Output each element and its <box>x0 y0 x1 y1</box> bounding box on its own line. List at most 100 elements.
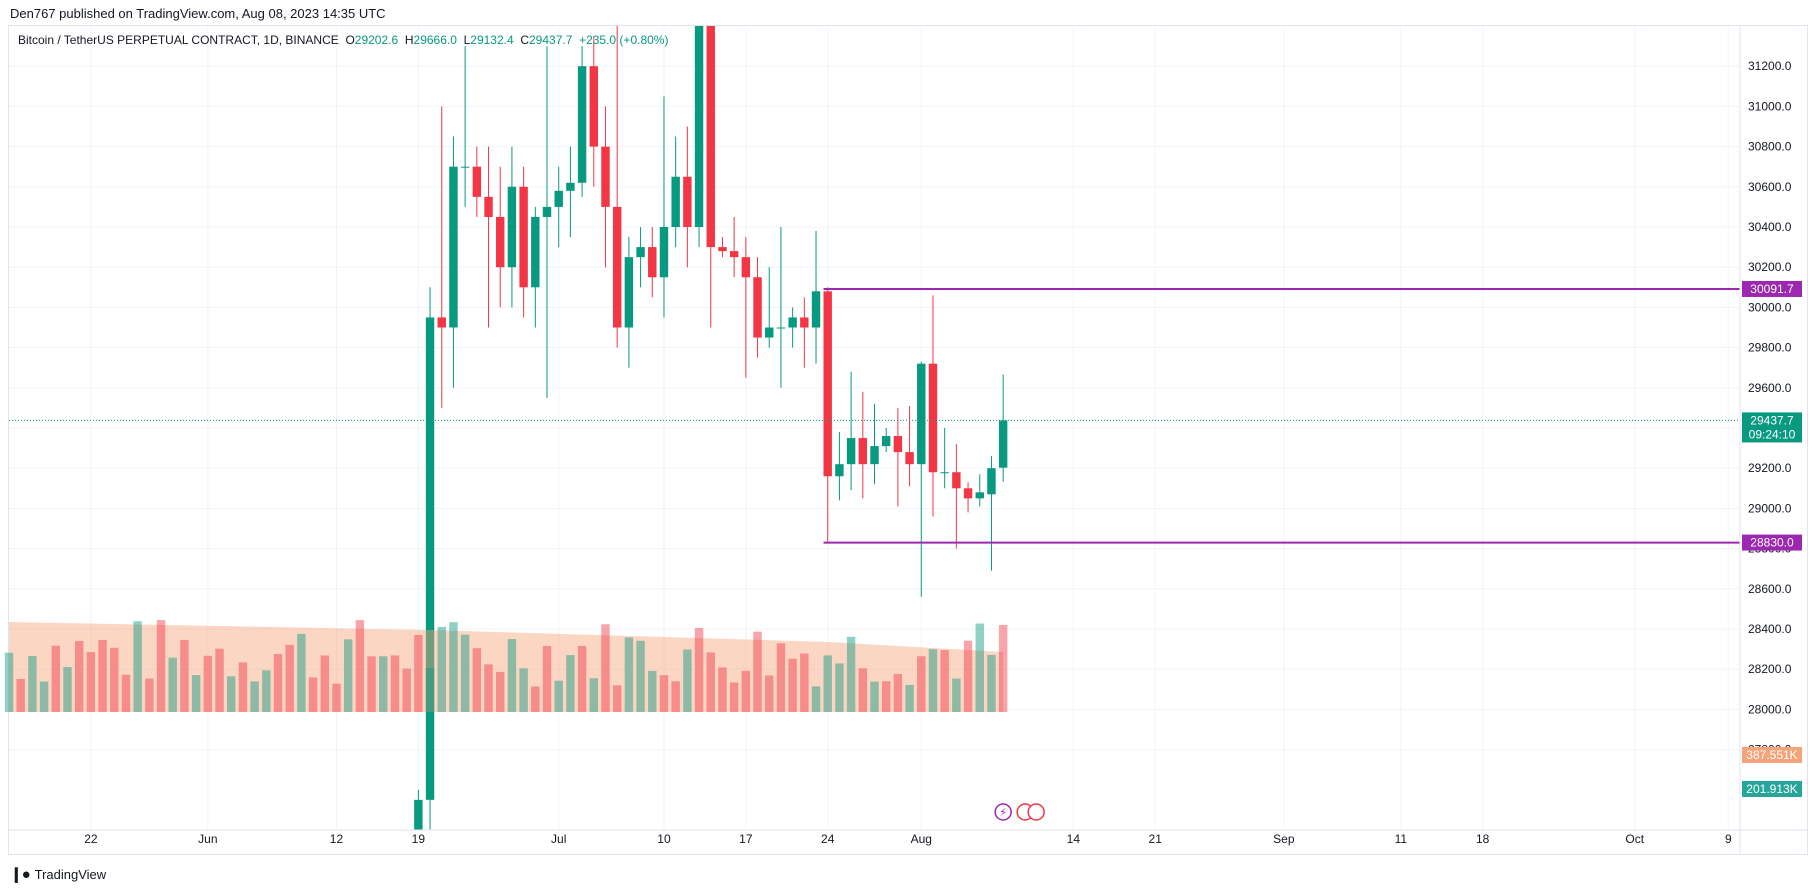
price-tick-label: 28600.0 <box>1748 582 1792 596</box>
time-tick-label: 12 <box>330 832 344 846</box>
history-body <box>484 196 493 217</box>
low-value: 29132.4 <box>470 33 514 47</box>
volume-bar <box>835 663 844 712</box>
close-value: 29437.7 <box>529 33 573 47</box>
volume-bar <box>343 639 353 712</box>
volume-bar <box>917 656 926 712</box>
volume-bar <box>788 658 797 712</box>
volume-bar <box>729 682 739 712</box>
axis-tags: 30091.7 28830.0 29437.709:24:10 387.551K 201… <box>1742 280 1802 797</box>
price-tick-label: 31000.0 <box>1748 99 1792 113</box>
volume-bar <box>636 640 645 712</box>
volume-bar <box>846 636 856 712</box>
volume-bar <box>683 649 692 712</box>
candle-body <box>870 446 879 465</box>
volume-bar <box>238 662 248 712</box>
volume-bar <box>180 639 189 712</box>
time-tick-label: Aug <box>911 832 932 846</box>
history-body <box>776 327 786 329</box>
volume-bar <box>800 653 809 712</box>
volume-bar <box>870 681 879 712</box>
candle-body <box>952 472 961 489</box>
volume-bar <box>612 685 622 712</box>
open-value: 29202.6 <box>354 33 399 47</box>
volume-bar <box>928 649 938 712</box>
history-body <box>437 317 446 328</box>
volume-bar <box>145 678 154 712</box>
last-price-tag-bg <box>1742 412 1802 443</box>
volume-bar <box>776 643 786 712</box>
time-tick-label: 9 <box>1725 832 1732 846</box>
volume-bar <box>414 634 423 712</box>
candle-body <box>917 363 926 465</box>
candle-body <box>940 472 949 474</box>
price-tick-label: 30200.0 <box>1748 260 1792 274</box>
volume-bar <box>227 676 236 712</box>
volume-bar <box>601 624 610 712</box>
close-label: C <box>520 33 529 47</box>
history-body <box>507 186 517 268</box>
volume-bar <box>273 654 283 712</box>
volume-last-tag-bg <box>1742 781 1802 797</box>
time-axis[interactable]: 22 Jun 12 19 Jul 10 17 24 Aug 14 21 Sep 11 18 Oct 9 <box>9 829 1808 846</box>
volume-bar <box>975 623 984 712</box>
time-tick-label: Sep <box>1273 832 1295 846</box>
time-tick-label: 10 <box>657 832 671 846</box>
volume-bar <box>86 652 96 712</box>
price-tick-label: 29800.0 <box>1748 341 1792 355</box>
volume-bar <box>63 667 72 712</box>
price-tick-label: 28400.0 <box>1748 622 1792 636</box>
candle-body <box>928 363 938 473</box>
symbol-name[interactable]: Bitcoin / TetherUS PERPETUAL CONTRACT, 1… <box>18 33 339 47</box>
history-body <box>811 291 821 328</box>
time-tick-label: 21 <box>1149 832 1163 846</box>
volume-bar <box>98 639 107 712</box>
time-tick-label: 24 <box>821 832 835 846</box>
price-tick-label: 30000.0 <box>1748 300 1792 314</box>
volume-bar <box>297 633 306 712</box>
volume-bar <box>437 626 446 712</box>
symbol-legend[interactable]: Bitcoin / TetherUS PERPETUAL CONTRACT, 1… <box>18 33 668 47</box>
candle-body <box>823 291 832 477</box>
volume-bar <box>987 654 996 712</box>
historical-candles <box>414 26 821 830</box>
price-tick-label: 30800.0 <box>1748 140 1792 154</box>
level-tag: 28830.0 <box>1750 536 1794 550</box>
volume-bar <box>823 655 832 712</box>
volume-last-tag: 201.913K <box>1746 782 1797 796</box>
volume-bar <box>998 624 1008 712</box>
event-icons[interactable]: ⚡ <box>994 803 1045 821</box>
volume-bar <box>531 686 540 712</box>
volume-bar <box>753 631 762 712</box>
horizontal-levels[interactable] <box>9 287 1740 544</box>
candle-body <box>858 438 868 465</box>
volume-bar <box>121 674 131 712</box>
price-axis[interactable]: 27800.028000.028200.028400.028600.028800… <box>1739 26 1792 855</box>
history-body <box>671 176 680 227</box>
volume-ma-tag-bg <box>1742 747 1802 763</box>
time-tick-label: 11 <box>1395 832 1408 846</box>
candle-body <box>975 492 984 499</box>
history-body <box>729 251 739 258</box>
tradingview-logo[interactable]: ❙● TradingView <box>10 865 106 883</box>
grid-lines <box>9 26 1740 830</box>
volume-bar <box>74 640 84 712</box>
level-tag-bg <box>1742 280 1802 297</box>
volume-bar <box>694 627 704 712</box>
history-body <box>659 227 669 278</box>
price-tick-label: 28200.0 <box>1748 662 1792 676</box>
volume-bar <box>472 648 482 712</box>
volume-bars <box>4 620 1008 712</box>
history-body <box>741 257 751 278</box>
time-tick-label: Jul <box>551 832 566 846</box>
history-body <box>449 166 458 328</box>
volume-bar <box>566 655 575 712</box>
volume-bar <box>191 675 201 712</box>
volume-bar <box>460 634 470 712</box>
price-tick-label: 29600.0 <box>1748 381 1792 395</box>
volume-bar <box>858 668 868 712</box>
high-value: 29666.0 <box>413 33 457 47</box>
volume-bar <box>390 655 400 712</box>
volume-bar <box>542 645 552 712</box>
